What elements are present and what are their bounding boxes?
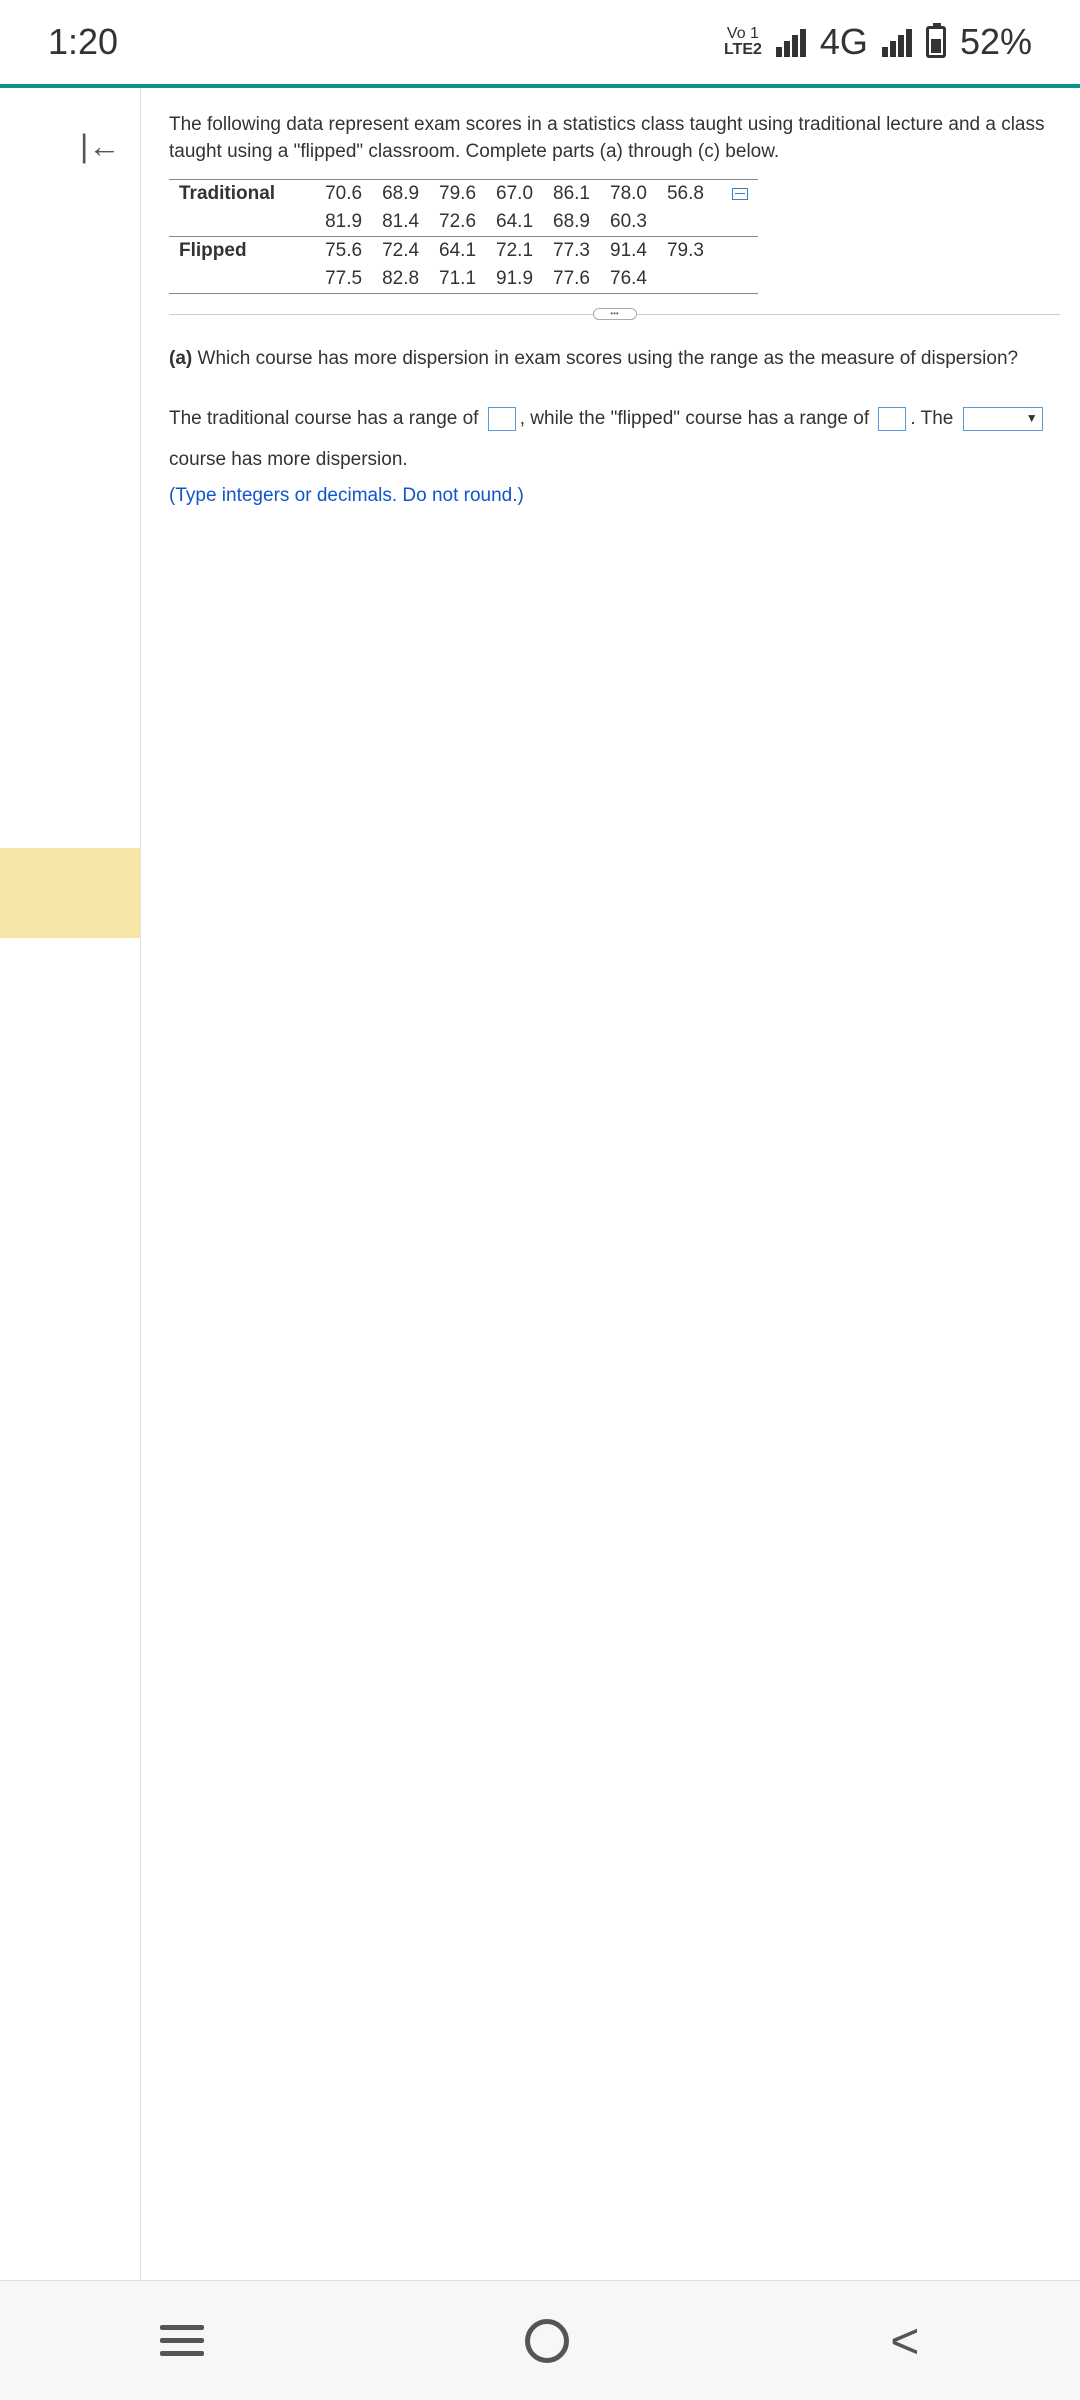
content-panel: The following data represent exam scores…	[140, 88, 1080, 2280]
traditional-range-input[interactable]	[488, 407, 516, 431]
network-label: 4G	[820, 21, 868, 63]
back-button[interactable]: <	[890, 2312, 919, 2370]
battery-icon	[926, 26, 946, 58]
battery-percent: 52%	[960, 21, 1032, 63]
left-panel: |←	[0, 88, 140, 2280]
lte-indicator: Vo 1 LTE2	[724, 26, 762, 58]
status-bar: 1:20 Vo 1 LTE2 4G 52%	[0, 0, 1080, 88]
status-time: 1:20	[48, 21, 118, 63]
expand-divider: •••	[169, 314, 1060, 315]
data-table: Traditional 70.6 68.9 79.6 67.0 86.1 78.…	[169, 179, 758, 294]
data-table-icon[interactable]	[732, 188, 748, 200]
signal-bars-icon	[776, 27, 806, 57]
problem-intro: The following data represent exam scores…	[169, 112, 1060, 165]
row-label: Flipped	[169, 237, 315, 266]
answer-sentence: The traditional course has a range of , …	[169, 398, 1060, 482]
recents-button[interactable]	[160, 2325, 204, 2356]
highlighted-tab[interactable]	[0, 848, 140, 938]
expand-button[interactable]: •••	[593, 308, 637, 320]
android-nav-bar: <	[0, 2280, 1080, 2400]
hint-text: (Type integers or decimals. Do not round…	[169, 485, 1060, 507]
signal-bars-icon-2	[882, 27, 912, 57]
flipped-range-input[interactable]	[878, 407, 906, 431]
question-part-a: (a) Which course has more dispersion in …	[169, 345, 1060, 374]
row-label: Traditional	[169, 180, 315, 209]
course-select[interactable]: ▼	[963, 407, 1043, 431]
home-button[interactable]	[525, 2319, 569, 2363]
collapse-panel-button[interactable]: |←	[80, 128, 120, 165]
status-right: Vo 1 LTE2 4G 52%	[724, 21, 1032, 63]
